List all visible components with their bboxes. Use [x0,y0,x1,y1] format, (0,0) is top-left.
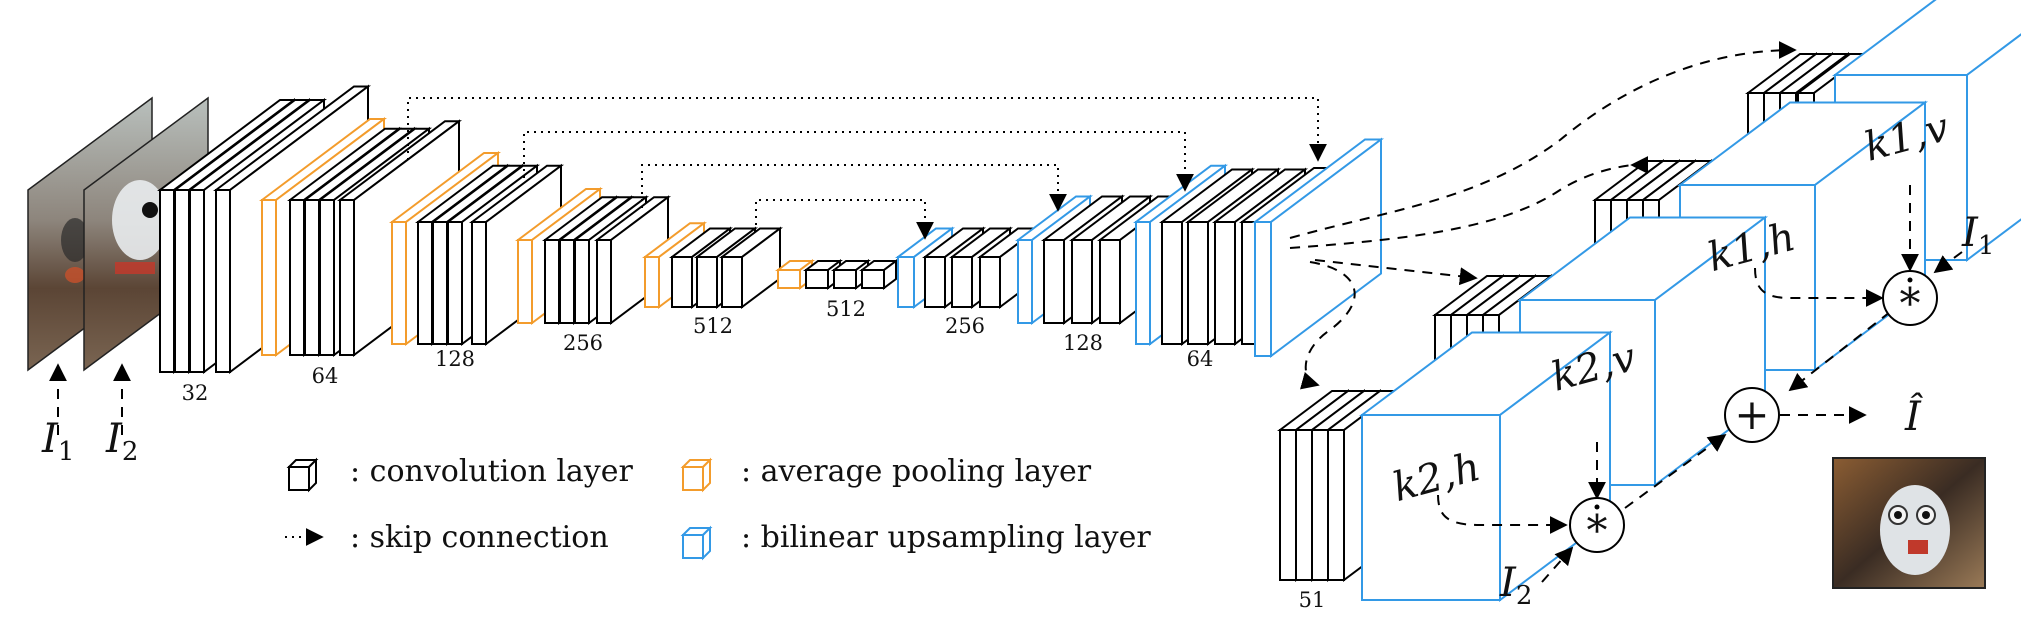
channel-label-512b: 512 [826,297,866,321]
decoder-layers [895,137,1384,358]
channel-label-128: 128 [435,347,475,371]
legend: : convolution layer : average pooling la… [285,454,1151,561]
channel-label-256-up: 256 [945,314,985,338]
flow-arrows [49,41,1963,583]
legend-conv-label: : convolution layer [350,454,634,489]
output-image [1832,457,1986,589]
channel-label-64-up: 64 [1187,347,1214,371]
channel-labels: 32 64 128 256 512 512 256 128 64 51 [182,297,1326,612]
skip-connection-128 [523,131,1194,192]
legend-pool-icon [680,457,713,493]
flow-arrow-k2h-right [1437,494,1568,534]
sum-operator: + [1724,387,1780,443]
skip-connection-64 [407,97,1327,162]
skip-connection-256 [641,164,1067,212]
conv-operator-top: * [1882,270,1938,328]
legend-pool-label: : average pooling layer [741,454,1092,489]
conv-layer-512b-2 [859,259,899,290]
flow-arrow-k2v [1314,259,1478,286]
legend-upsample-icon [680,525,713,561]
encoder-layers [157,84,899,374]
legend-conv-icon [286,457,319,493]
head-k2h-upsample [1359,330,1613,602]
flow-arrow-i2-in [1541,546,1574,583]
channel-label-51: 51 [1299,588,1326,612]
sum-operator-symbol: + [1734,390,1769,439]
channel-label-64: 64 [312,364,339,388]
channel-label-512a: 512 [693,314,733,338]
flow-arrow-top-to-plus [1788,311,1891,392]
input-label-i1: I1 [41,416,74,467]
skip-connections [407,97,1327,240]
conv-operator-bottom: * [1569,497,1625,555]
kernel-input-label-i1: I1 [1961,210,1994,261]
skip-connection-512 [755,199,934,240]
legend-skip-label: : skip connection [350,520,609,555]
input-labels: I1 I2 I1 I2 Î [41,210,1994,611]
channel-label-256: 256 [563,331,603,355]
flow-arrow-bottom-to-plus [1624,433,1727,509]
output-label: Î [1904,393,1924,440]
flow-arrow-k1v [1289,41,1797,239]
legend-upsample-label: : bilinear upsampling layer [741,520,1151,555]
flow-arrow-k1h [1289,156,1649,249]
channel-label-32: 32 [182,381,209,405]
flow-arrow-i1-in [1933,251,1963,274]
input-label-i2: I2 [105,416,138,467]
upsample-layer-out [1252,137,1384,358]
channel-label-128-up: 128 [1063,331,1103,355]
kernel-heads [1277,0,2021,602]
conv-operator-top-symbol: * [1900,279,1921,328]
flow-arrow-k1h-right [1754,267,1884,307]
conv-operator-bottom-symbol: * [1587,506,1608,555]
kernel-input-label-i2: I2 [1499,560,1532,611]
input-frame-2 [83,96,209,372]
